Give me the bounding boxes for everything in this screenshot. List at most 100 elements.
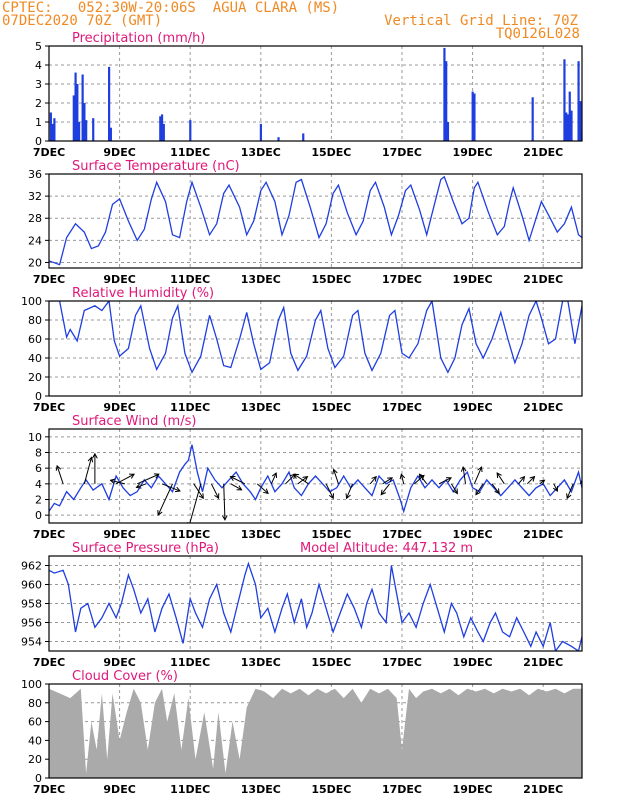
wind-arrow-head (452, 488, 458, 495)
wind-arrow-shaft (223, 483, 226, 520)
precip-bar (83, 103, 86, 141)
precip-bar (85, 120, 88, 141)
x-tick-label: 11DEC (170, 656, 210, 669)
precip-bar (302, 133, 305, 141)
wind-arrow-head (399, 473, 406, 480)
wind-arrow-head (214, 493, 220, 500)
wind-arrow-head (371, 475, 377, 482)
y-tick-label: 954 (21, 636, 42, 649)
y-tick-label: 28 (28, 212, 42, 225)
y-tick-label: 4 (35, 59, 42, 72)
model-code: TQ0126L028 (495, 26, 580, 42)
precip-bar (579, 101, 582, 141)
x-tick-label: 17DEC (382, 273, 422, 286)
plot-area-temp (49, 175, 582, 266)
rh-series-line (49, 301, 582, 374)
wind-arrow-shaft (496, 472, 505, 485)
x-tick-label: 21DEC (523, 783, 563, 796)
x-tick-label: 7DEC (33, 783, 65, 796)
wind-arrow-shaft (491, 483, 500, 494)
y-tick-label: 80 (28, 314, 42, 327)
y-tick-label: 0 (35, 135, 42, 148)
y-tick-label: 0 (35, 509, 42, 522)
precip-bar (473, 93, 476, 141)
wind-arrow-shaft (256, 483, 269, 494)
x-tick-label: 9DEC (103, 528, 135, 541)
wind-arrow-shaft (157, 483, 173, 516)
wind-arrow-shaft (382, 477, 393, 485)
x-tick-label: 7DEC (33, 273, 65, 286)
wind-arrow-head (475, 489, 481, 496)
wind-arrow-head (566, 493, 572, 500)
panel-frame (48, 683, 583, 779)
y-tick-label: 0 (35, 390, 42, 403)
precip-bar (51, 123, 54, 141)
wind-arrow-shaft (526, 476, 535, 485)
panel-frame (48, 45, 583, 142)
wind-arrow-shaft (380, 483, 391, 495)
wind-arrow-shaft (270, 472, 277, 485)
wind-arrow-shaft (325, 483, 334, 499)
wind-arrow-head (221, 515, 228, 521)
run-date: 07DEC2020 70Z (GMT) (2, 13, 163, 29)
y-tick-label: 0 (35, 772, 42, 785)
wind-arrow-head (271, 472, 278, 479)
precip-bar (108, 66, 111, 141)
precip-bar (92, 118, 95, 141)
y-tick-label: 5 (35, 40, 42, 53)
precip-bar (78, 122, 81, 141)
x-tick-label: 17DEC (382, 146, 422, 159)
x-tick-label: 19DEC (453, 273, 493, 286)
precip-bar (566, 114, 570, 141)
y-tick-label: 60 (28, 333, 42, 346)
wind-arrow-head (539, 479, 546, 485)
x-tick-label: 19DEC (453, 401, 493, 414)
wind-arrow-shaft (473, 466, 483, 485)
panel-frame (48, 173, 583, 269)
precip-bar (159, 116, 162, 141)
precip-bar (53, 118, 56, 141)
precip-bar (162, 123, 165, 141)
y-tick-label: 4 (35, 478, 42, 491)
wind-arrow-head (87, 456, 94, 463)
wind-arrow-shaft (285, 473, 296, 485)
x-tick-label: 19DEC (453, 528, 493, 541)
wind-arrow-head (198, 493, 204, 500)
precip-bar (445, 61, 448, 141)
wind-arrow-head (229, 475, 236, 482)
precip-bar (72, 95, 75, 141)
wind-arrow-shaft (566, 483, 574, 499)
precip-bar (74, 72, 77, 141)
x-tick-label: 15DEC (311, 401, 351, 414)
wind-arrow-head (387, 477, 394, 483)
y-tick-label: 6 (35, 462, 42, 475)
temp-series-line (49, 175, 582, 266)
y-tick-label: 32 (28, 190, 42, 203)
x-tick-label: 9DEC (103, 783, 135, 796)
y-tick-label: 962 (21, 560, 42, 573)
panel-title: Surface Temperature (nC) (72, 159, 240, 174)
x-tick-label: 15DEC (311, 273, 351, 286)
precip-bar (49, 112, 52, 141)
x-tick-label: 15DEC (311, 656, 351, 669)
y-tick-label: 20 (28, 256, 42, 269)
panel-title: Relative Humidity (%) (72, 286, 214, 301)
y-tick-label: 36 (28, 168, 42, 181)
precip-bar (563, 59, 566, 141)
wind-arrow-head (129, 473, 135, 479)
wind-arrow-shaft (56, 465, 64, 484)
y-tick-label: 24 (28, 234, 42, 247)
x-tick-label: 19DEC (453, 146, 493, 159)
y-tick-label: 60 (28, 716, 42, 729)
wind-arrow-shaft (400, 474, 405, 484)
precip-bar (446, 122, 450, 141)
panel-frame (48, 555, 583, 652)
x-tick-label: 21DEC (523, 401, 563, 414)
x-tick-label: 13DEC (241, 401, 281, 414)
x-tick-label: 7DEC (33, 146, 65, 159)
wind-arrow-shaft (414, 475, 425, 485)
x-tick-label: 15DEC (311, 783, 351, 796)
wind-arrow-head (153, 473, 160, 479)
wind-arrow-head (109, 478, 116, 484)
precip-bar (277, 137, 280, 141)
